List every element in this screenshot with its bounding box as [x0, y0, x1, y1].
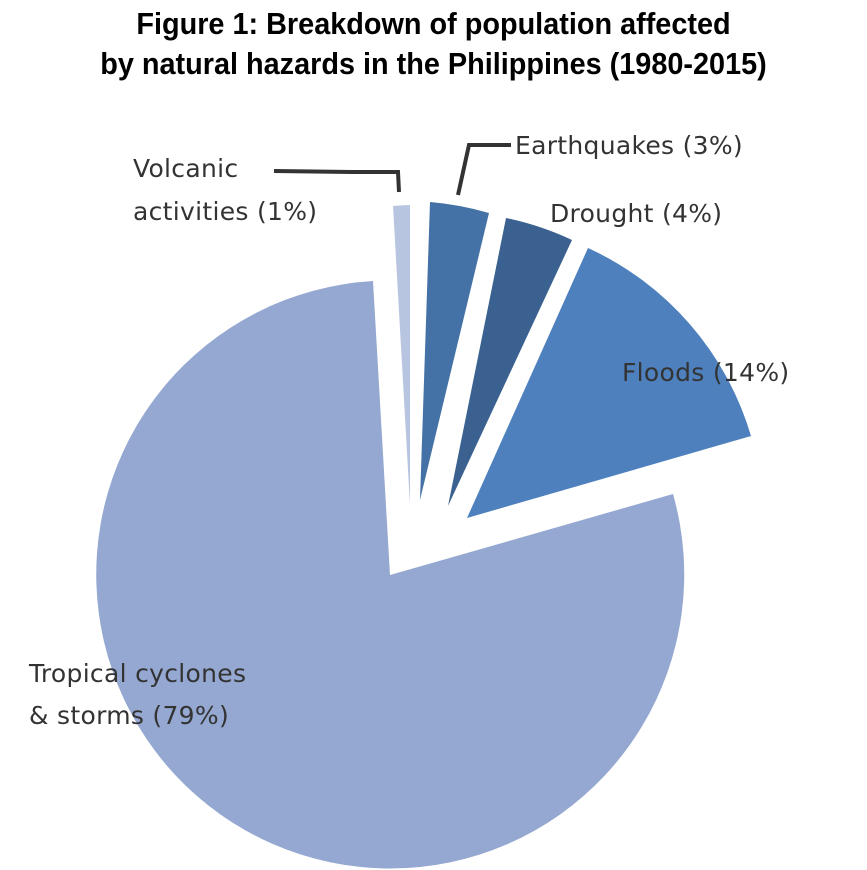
slice-tropical-cyclones	[96, 281, 685, 869]
chart-title-line-2: by natural hazards in the Philippines (1…	[100, 46, 767, 81]
label-tropical-line-1: Tropical cyclones	[29, 659, 247, 688]
label-volcanic: Volcanic activities (1%)	[133, 152, 317, 229]
label-tropical-line-2: & storms (79%)	[29, 701, 230, 730]
leader-line-volcanic	[273, 169, 401, 193]
label-floods: Floods (14%)	[622, 358, 790, 387]
slice-drought	[448, 218, 572, 506]
label-drought: Drought (4%)	[550, 199, 723, 228]
label-tropical-cyclones: Tropical cyclones & storms (79%)	[29, 657, 246, 733]
slice-floods	[467, 248, 751, 518]
chart-title: Figure 1: Breakdown of population affect…	[30, 4, 836, 84]
leader-line-earthquakes	[456, 143, 511, 196]
slice-earthquakes	[420, 202, 489, 500]
chart-title-line-1: Figure 1: Breakdown of population affect…	[136, 6, 731, 41]
label-volcanic-line-2: activities (1%)	[133, 197, 318, 226]
slice-volcanic	[393, 205, 410, 505]
label-volcanic-line-1: Volcanic	[133, 154, 239, 183]
label-earthquakes: Earthquakes (3%)	[515, 131, 743, 160]
